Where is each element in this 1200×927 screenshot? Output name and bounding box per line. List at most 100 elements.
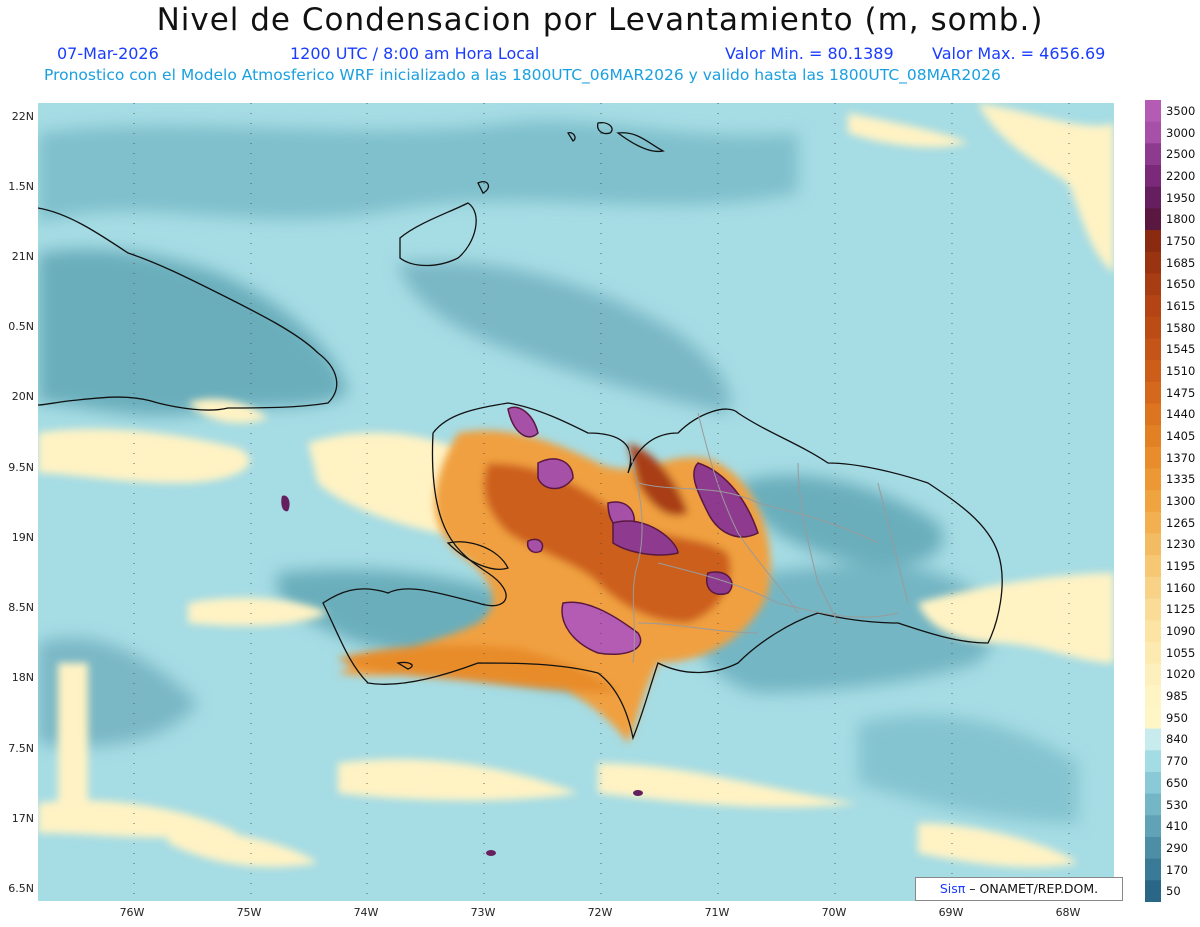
colorbar-label: 1800: [1166, 212, 1196, 227]
lon-label: 75W: [236, 906, 262, 919]
lon-label: 76W: [119, 906, 145, 919]
colorbar-swatch: [1145, 273, 1161, 296]
colorbar-swatch: [1145, 750, 1161, 773]
colorbar-label: 1545: [1166, 342, 1196, 357]
lon-label: 68W: [1055, 906, 1081, 919]
colorbar-label: 770: [1166, 754, 1188, 769]
colorbar-swatch: [1145, 121, 1161, 144]
lat-label: 20N: [11, 390, 34, 403]
colorbar-label: 530: [1166, 797, 1188, 812]
agency-label: – ONAMET/REP.DOM.: [969, 881, 1099, 896]
colorbar-swatch: [1145, 490, 1161, 513]
lat-label: 6.5N: [8, 882, 34, 895]
model-info: Pronostico con el Modelo Atmosferico WRF…: [44, 66, 1001, 84]
lat-label: 19N: [11, 531, 34, 544]
colorbar-label: 1370: [1166, 450, 1196, 465]
colorbar-label: 2500: [1166, 147, 1196, 162]
colorbar: [1145, 100, 1161, 902]
colorbar-swatch: [1145, 793, 1161, 816]
colorbar-label: 50: [1166, 884, 1181, 899]
min-value: Valor Min. = 80.1389: [725, 44, 894, 63]
colorbar-label: 1020: [1166, 667, 1196, 682]
colorbar-swatch: [1145, 230, 1161, 253]
colorbar-swatch: [1145, 620, 1161, 643]
lat-label: 8.5N: [8, 601, 34, 614]
colorbar-swatch: [1145, 403, 1161, 426]
colorbar-swatch: [1145, 251, 1161, 274]
lat-label: 17N: [11, 812, 34, 825]
colorbar-label: 1750: [1166, 233, 1196, 248]
credit-box: Sisπ – ONAMET/REP.DOM.: [915, 877, 1123, 901]
colorbar-label: 170: [1166, 862, 1188, 877]
colorbar-swatch: [1145, 511, 1161, 535]
colorbar-label: 2200: [1166, 168, 1196, 183]
lon-label: 69W: [938, 906, 964, 919]
colorbar-label: 1950: [1166, 190, 1196, 205]
colorbar-swatch: [1145, 186, 1161, 209]
colorbar-swatch: [1145, 641, 1161, 665]
lon-label: 71W: [704, 906, 730, 919]
colorbar-swatch: [1145, 685, 1161, 708]
max-value: Valor Max. = 4656.69: [932, 44, 1106, 63]
colorbar-label: 1405: [1166, 429, 1196, 443]
colorbar-swatch: [1145, 706, 1161, 730]
colorbar-label: 950: [1166, 710, 1188, 725]
lat-label: 0.5N: [8, 320, 34, 333]
forecast-date: 07-Mar-2026: [57, 44, 159, 63]
colorbar-swatch: [1145, 880, 1161, 902]
colorbar-swatch: [1145, 576, 1161, 600]
colorbar-swatch: [1145, 836, 1161, 860]
colorbar-swatch: [1145, 208, 1161, 231]
colorbar-label: 1580: [1166, 320, 1196, 335]
colorbar-label: 1160: [1166, 580, 1196, 595]
colorbar-label: 1335: [1166, 472, 1196, 487]
colorbar-label: 1125: [1166, 602, 1196, 617]
lat-label: 18N: [11, 671, 34, 684]
sis-logo: Sis: [939, 881, 958, 896]
colorbar-label: 1650: [1166, 277, 1196, 292]
colorbar-label: 1230: [1166, 537, 1196, 552]
lon-label: 74W: [353, 906, 379, 919]
colorbar-label: 985: [1166, 689, 1188, 704]
colorbar-label: 1475: [1166, 385, 1196, 400]
teal-fields: [38, 120, 1078, 823]
colorbar-swatch: [1145, 858, 1161, 881]
colorbar-label: 1055: [1166, 645, 1196, 660]
province-borders: [627, 412, 909, 664]
colorbar-swatch: [1145, 360, 1161, 383]
colorbar-swatch: [1145, 663, 1161, 686]
colorbar-label: 3500: [1166, 103, 1196, 118]
colorbar-label: 1685: [1166, 255, 1196, 270]
colorbar-swatch: [1145, 338, 1161, 361]
pi-logo: π: [957, 881, 966, 896]
lat-label: 22N: [11, 110, 34, 123]
colorbar-label: 290: [1166, 840, 1188, 855]
colorbar-label: 1195: [1166, 559, 1196, 573]
colorbar-swatch: [1145, 728, 1161, 751]
colorbar-label: 1265: [1166, 515, 1196, 530]
colorbar-label: 1510: [1166, 363, 1196, 378]
colorbar-label: 1440: [1166, 407, 1196, 422]
colorbar-swatch: [1145, 446, 1161, 469]
lat-label: 21N: [11, 250, 34, 263]
colorbar-swatch: [1145, 100, 1161, 123]
colorbar-swatch: [1145, 381, 1161, 404]
colorbar-swatch: [1145, 165, 1161, 188]
colorbar-label: 840: [1166, 732, 1188, 747]
colorbar-swatch: [1145, 771, 1161, 795]
colorbar-swatch: [1145, 815, 1161, 838]
colorbar-label: 3000: [1166, 125, 1196, 140]
max-lcl-cells: [281, 406, 759, 856]
colorbar-label: 1615: [1166, 298, 1196, 313]
colorbar-swatch: [1145, 533, 1161, 556]
colorbar-swatch: [1145, 598, 1161, 621]
lon-label: 73W: [470, 906, 496, 919]
colorbar-swatch: [1145, 316, 1161, 339]
colorbar-swatch: [1145, 468, 1161, 491]
colorbar-swatch: [1145, 555, 1161, 578]
colorbar-swatch: [1145, 295, 1161, 318]
lat-label: 9.5N: [8, 461, 34, 474]
lcl-map: [38, 103, 1114, 901]
colorbar-swatch: [1145, 143, 1161, 166]
high-lcl-region: [338, 430, 771, 743]
